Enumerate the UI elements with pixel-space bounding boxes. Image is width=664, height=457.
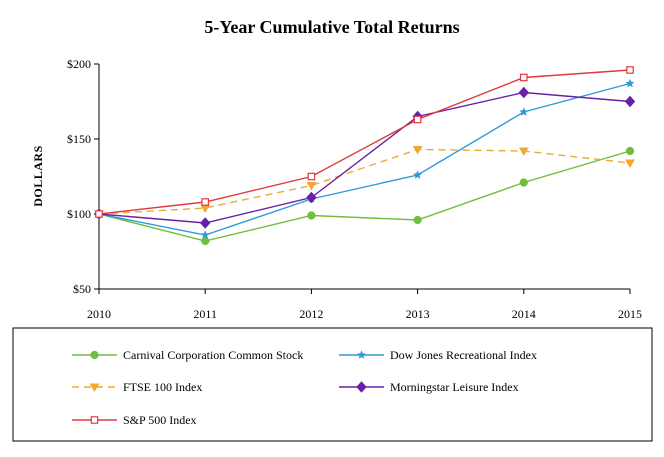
legend-item: Dow Jones Recreational Index — [339, 348, 537, 362]
legend: Carnival Corporation Common Stock Dow Jon… — [72, 348, 537, 427]
legend-label: Morningstar Leisure Index — [390, 380, 519, 394]
marker-square — [307, 172, 316, 181]
marker-circle — [413, 215, 422, 225]
axes: $50 $100 $150 $200 2010 2011 2012 2013 2014 2015 — [67, 57, 642, 321]
y-axis-label: DOLLARS — [31, 145, 45, 207]
marker-star — [519, 107, 529, 116]
series-line — [98, 91, 631, 224]
marker-triangle — [306, 182, 317, 191]
series-layer — [93, 66, 636, 246]
series-line — [98, 148, 631, 215]
legend-box — [12, 327, 653, 442]
marker-circle — [519, 178, 528, 187]
x-tick-label: 2014 — [512, 307, 536, 321]
marker-circle — [201, 236, 210, 246]
marker-diamond — [518, 86, 529, 99]
x-tick-label: 2015 — [618, 307, 642, 321]
marker-star — [356, 350, 367, 359]
chart-title: 5-Year Cumulative Total Returns — [204, 17, 459, 37]
series-4 — [95, 66, 634, 218]
series-line — [98, 69, 631, 215]
marker-diamond — [306, 191, 317, 204]
marker-diamond — [200, 217, 211, 229]
series-1 — [94, 78, 635, 239]
marker-star — [625, 78, 635, 88]
marker-square — [519, 73, 528, 82]
series-0 — [94, 146, 635, 246]
x-tick-label: 2012 — [299, 307, 323, 321]
marker-triangle — [518, 147, 529, 157]
marker-star — [412, 170, 423, 179]
legend-item: FTSE 100 Index — [72, 380, 202, 394]
legend-item: S&P 500 Index — [72, 413, 197, 427]
y-tick-label: $100 — [67, 207, 91, 221]
marker-star — [200, 230, 210, 239]
marker-square — [95, 210, 103, 218]
x-tick-label: 2010 — [87, 307, 111, 321]
legend-item: Morningstar Leisure Index — [339, 380, 519, 394]
marker-triangle — [412, 146, 423, 155]
marker-circle — [625, 146, 635, 156]
series-line — [98, 82, 631, 236]
marker-circle — [307, 211, 316, 220]
y-tick-label: $150 — [67, 132, 91, 146]
x-tick-label: 2011 — [193, 307, 217, 321]
legend-label: Dow Jones Recreational Index — [390, 348, 537, 362]
marker-diamond — [356, 381, 367, 393]
legend-label: FTSE 100 Index — [123, 380, 202, 394]
marker-square — [413, 115, 422, 124]
series-line — [98, 150, 631, 242]
marker-triangle — [200, 204, 211, 214]
legend-label: S&P 500 Index — [123, 413, 197, 427]
marker-diamond — [624, 95, 636, 108]
marker-square — [90, 416, 99, 424]
y-tick-label: $50 — [73, 282, 91, 296]
x-tick-label: 2013 — [406, 307, 430, 321]
marker-triangle — [89, 383, 100, 393]
y-tick-label: $200 — [67, 57, 91, 71]
marker-square — [201, 198, 210, 206]
series-3 — [93, 86, 636, 229]
marker-circle — [90, 350, 99, 360]
marker-square — [626, 66, 634, 74]
legend-item: Carnival Corporation Common Stock — [72, 348, 303, 362]
marker-triangle — [625, 159, 635, 169]
legend-label: Carnival Corporation Common Stock — [123, 348, 303, 362]
